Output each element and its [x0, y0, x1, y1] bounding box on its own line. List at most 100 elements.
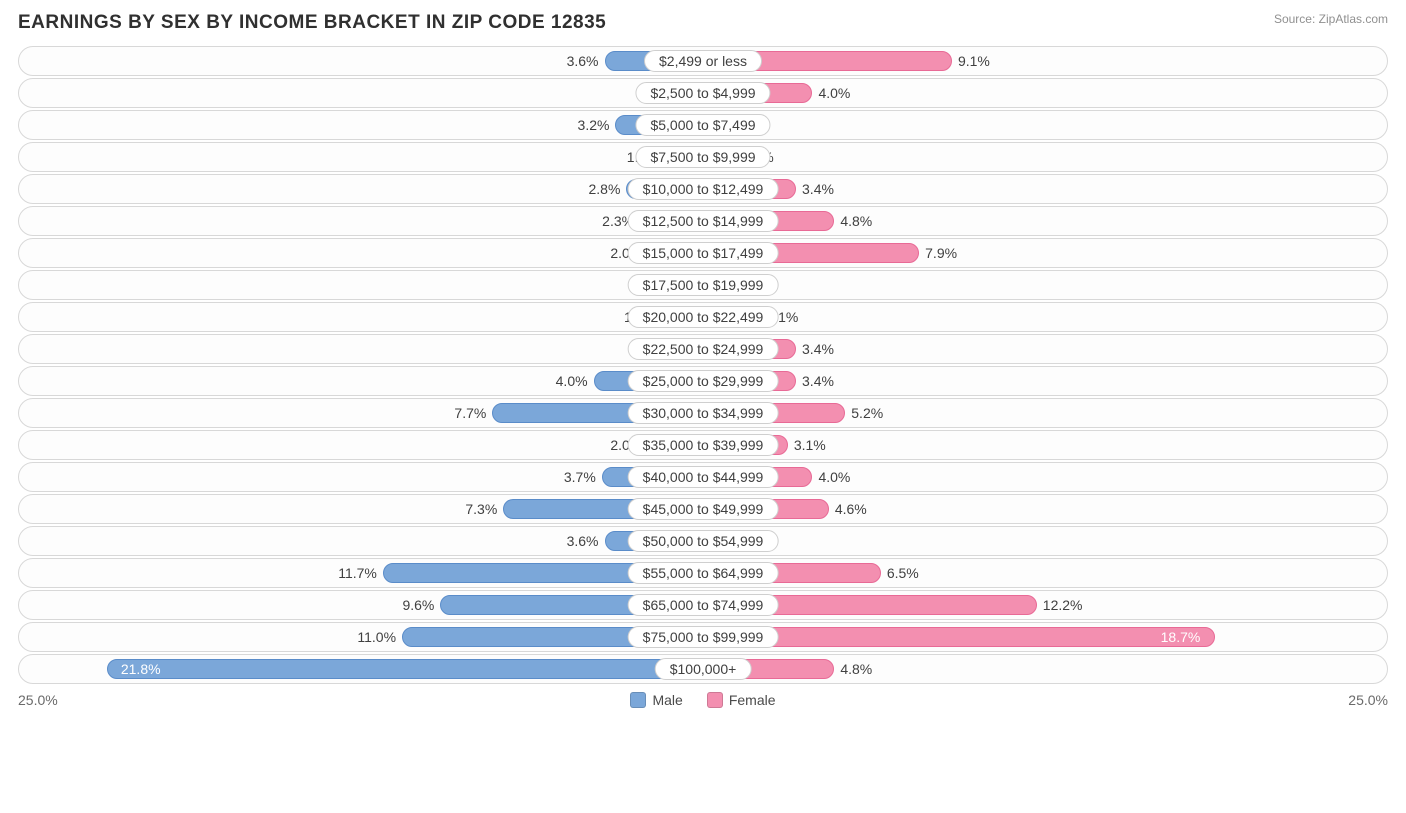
row-track: 2.3%4.8%$12,500 to $14,999 [18, 206, 1388, 236]
chart-row: 4.0% 3.4% $25,000 to $29,999 [18, 366, 1388, 396]
row-track: 3.7% 4.0% $40,000 to $44,999 [18, 462, 1388, 492]
female-value-label: 4.0% [818, 85, 850, 101]
male-swatch-icon [630, 692, 646, 708]
female-value-label: 7.9% [925, 245, 957, 261]
category-pill: $10,000 to $12,499 [628, 178, 779, 200]
chart-row: 0.0%4.0%$2,500 to $4,999 [18, 78, 1388, 108]
female-value-label: 5.2% [851, 405, 883, 421]
category-pill: $15,000 to $17,499 [628, 242, 779, 264]
row-track: 7.7% 5.2% $30,000 to $34,999 [18, 398, 1388, 428]
chart-row: 1.5%2.1%$20,000 to $22,499 [18, 302, 1388, 332]
chart-row: 2.3%4.8%$12,500 to $14,999 [18, 206, 1388, 236]
row-track: 0.62%0.69%$17,500 to $19,999 [18, 270, 1388, 300]
female-value-label: 4.0% [818, 469, 850, 485]
category-pill: $35,000 to $39,999 [628, 434, 779, 456]
male-value-label: 3.2% [578, 117, 610, 133]
row-track: 0.0%4.0%$2,500 to $4,999 [18, 78, 1388, 108]
male-bar [107, 659, 703, 679]
chart-row: 0.62%0.69%$17,500 to $19,999 [18, 270, 1388, 300]
female-value-label: 4.8% [840, 661, 872, 677]
male-value-label: 3.6% [567, 533, 599, 549]
chart-row: 2.0%3.1%$35,000 to $39,999 [18, 430, 1388, 460]
category-pill: $22,500 to $24,999 [628, 338, 779, 360]
row-track: 11.0% 18.7% $75,000 to $99,999 [18, 622, 1388, 652]
row-track: 9.6% 12.2% $65,000 to $74,999 [18, 590, 1388, 620]
row-track: 7.3% 4.6% $45,000 to $49,999 [18, 494, 1388, 524]
legend: Male Female [630, 692, 775, 708]
male-value-label: 11.7% [338, 565, 377, 581]
male-value-label: 7.3% [465, 501, 497, 517]
male-value-label: 9.6% [402, 597, 434, 613]
row-track: 2.8% 3.4% $10,000 to $12,499 [18, 174, 1388, 204]
category-pill: $50,000 to $54,999 [628, 530, 779, 552]
row-track: 1.4%1.2%$7,500 to $9,999 [18, 142, 1388, 172]
chart-row: 3.7% 4.0% $40,000 to $44,999 [18, 462, 1388, 492]
chart-header: EARNINGS BY SEX BY INCOME BRACKET IN ZIP… [0, 0, 1406, 42]
male-value-label: 11.0% [357, 629, 396, 645]
chart-row: 0.31%3.4%$22,500 to $24,999 [18, 334, 1388, 364]
category-pill: $45,000 to $49,999 [628, 498, 779, 520]
row-track: 3.6%0.34%$50,000 to $54,999 [18, 526, 1388, 556]
row-track: 3.2%0.52%$5,000 to $7,499 [18, 110, 1388, 140]
category-pill: $30,000 to $34,999 [628, 402, 779, 424]
axis-row: 25.0% Male Female 25.0% [0, 686, 1406, 708]
female-value-label: 18.7% [1161, 629, 1201, 645]
category-pill: $40,000 to $44,999 [628, 466, 779, 488]
category-pill: $2,500 to $4,999 [635, 82, 770, 104]
row-track: 1.5%2.1%$20,000 to $22,499 [18, 302, 1388, 332]
category-pill: $25,000 to $29,999 [628, 370, 779, 392]
legend-item-female: Female [707, 692, 776, 708]
male-value-label: 7.7% [454, 405, 486, 421]
chart-row: 3.6% 9.1% $2,499 or less [18, 46, 1388, 76]
female-value-label: 3.4% [802, 373, 834, 389]
male-value-label: 3.6% [567, 53, 599, 69]
female-value-label: 6.5% [887, 565, 919, 581]
male-value-label: 2.8% [588, 181, 620, 197]
chart-row: 2.0%7.9%$15,000 to $17,499 [18, 238, 1388, 268]
category-pill: $100,000+ [655, 658, 752, 680]
male-value-label: 3.7% [564, 469, 596, 485]
chart-row: 7.7% 5.2% $30,000 to $34,999 [18, 398, 1388, 428]
chart-row: 11.7%6.5%$55,000 to $64,999 [18, 558, 1388, 588]
male-value-label: 21.8% [121, 661, 161, 677]
chart-area: 3.6%9.1%$2,499 or less0.0%4.0%$2,500 to … [0, 42, 1406, 684]
chart-row: 11.0% 18.7% $75,000 to $99,999 [18, 622, 1388, 652]
row-track: 11.7%6.5%$55,000 to $64,999 [18, 558, 1388, 588]
female-value-label: 9.1% [958, 53, 990, 69]
category-pill: $75,000 to $99,999 [628, 626, 779, 648]
category-pill: $7,500 to $9,999 [635, 146, 770, 168]
chart-title: EARNINGS BY SEX BY INCOME BRACKET IN ZIP… [18, 12, 606, 34]
row-track: 4.0% 3.4% $25,000 to $29,999 [18, 366, 1388, 396]
axis-label-left: 25.0% [18, 692, 58, 708]
chart-row: 1.4%1.2%$7,500 to $9,999 [18, 142, 1388, 172]
axis-label-right: 25.0% [1348, 692, 1388, 708]
row-track: 2.0%3.1%$35,000 to $39,999 [18, 430, 1388, 460]
row-track: 2.0%7.9%$15,000 to $17,499 [18, 238, 1388, 268]
chart-source: Source: ZipAtlas.com [1274, 12, 1388, 26]
female-bar [703, 627, 1215, 647]
chart-row: 3.2%0.52%$5,000 to $7,499 [18, 110, 1388, 140]
row-track: 3.6% 9.1% $2,499 or less [18, 46, 1388, 76]
row-track: 0.31%3.4%$22,500 to $24,999 [18, 334, 1388, 364]
category-pill: $17,500 to $19,999 [628, 274, 779, 296]
female-value-label: 3.1% [794, 437, 826, 453]
category-pill: $5,000 to $7,499 [635, 114, 770, 136]
female-value-label: 3.4% [802, 341, 834, 357]
legend-male-label: Male [652, 692, 682, 708]
female-value-label: 4.8% [840, 213, 872, 229]
category-pill: $12,500 to $14,999 [628, 210, 779, 232]
category-pill: $2,499 or less [644, 50, 762, 72]
chart-row: 9.6% 12.2% $65,000 to $74,999 [18, 590, 1388, 620]
chart-row: 3.6%0.34%$50,000 to $54,999 [18, 526, 1388, 556]
female-value-label: 3.4% [802, 181, 834, 197]
chart-row: 7.3% 4.6% $45,000 to $49,999 [18, 494, 1388, 524]
female-value-label: 4.6% [835, 501, 867, 517]
male-value-label: 4.0% [556, 373, 588, 389]
legend-item-male: Male [630, 692, 682, 708]
female-value-label: 12.2% [1043, 597, 1083, 613]
female-swatch-icon [707, 692, 723, 708]
category-pill: $65,000 to $74,999 [628, 594, 779, 616]
legend-female-label: Female [729, 692, 776, 708]
chart-row: 21.8% 4.8% $100,000+ [18, 654, 1388, 684]
chart-row: 2.8% 3.4% $10,000 to $12,499 [18, 174, 1388, 204]
